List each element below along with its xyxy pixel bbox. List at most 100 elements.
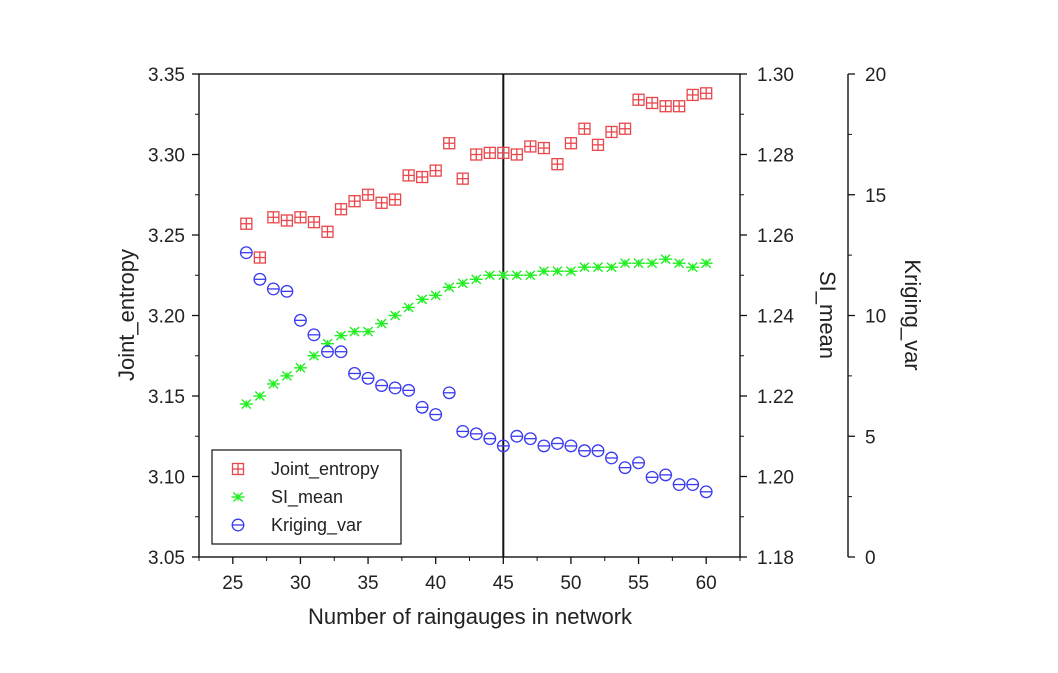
- data-point: [293, 362, 307, 373]
- data-point: [361, 371, 375, 385]
- data-point: [442, 282, 456, 293]
- series-si-mean: [239, 254, 713, 410]
- data-point: [605, 262, 619, 273]
- data-point: [523, 432, 537, 446]
- data-point: [334, 345, 348, 359]
- data-point: [415, 294, 429, 305]
- data-point: [293, 313, 307, 327]
- legend-label-si-mean: SI_mean: [271, 487, 343, 508]
- data-point: [496, 270, 510, 281]
- data-point: [470, 148, 483, 161]
- data-point: [550, 266, 564, 277]
- x-axis-title: Number of raingauges in network: [308, 604, 633, 629]
- data-point: [605, 451, 618, 465]
- data-point: [618, 461, 632, 475]
- data-point: [618, 258, 632, 269]
- data-point: [429, 290, 443, 301]
- data-point: [361, 188, 375, 201]
- x-tick-label: 50: [560, 573, 581, 594]
- data-point: [699, 258, 713, 269]
- x-tick-label: 45: [493, 573, 514, 594]
- data-point: [537, 266, 551, 277]
- x-tick-label: 40: [425, 573, 446, 594]
- data-point: [239, 246, 253, 260]
- left-tick-label: 3.25: [148, 226, 185, 247]
- data-point: [686, 262, 700, 273]
- data-point: [537, 439, 551, 453]
- x-tick-label: 35: [357, 573, 378, 594]
- data-point: [456, 172, 469, 185]
- data-point: [496, 439, 510, 453]
- legend-marker: [231, 491, 245, 503]
- data-point: [442, 386, 456, 400]
- si-mean-y-axis-title: SI_mean: [815, 271, 840, 359]
- data-point: [320, 338, 334, 349]
- data-point: [443, 137, 456, 150]
- legend-marker: [231, 518, 245, 532]
- data-point: [375, 379, 389, 392]
- data-point: [348, 326, 362, 337]
- data-point: [632, 93, 645, 106]
- data-point: [564, 439, 578, 453]
- left-tick-label: 3.30: [148, 146, 185, 167]
- x-tick-label: 55: [628, 573, 649, 594]
- data-point: [659, 100, 672, 113]
- data-point: [537, 141, 551, 155]
- legend-marker: [231, 462, 245, 476]
- data-point: [307, 215, 321, 229]
- left-y-axis: Joint_entropy 3.05 3.10 3.15 3.20 3.25 3.30 3.…: [114, 65, 199, 569]
- data-point: [307, 328, 321, 342]
- left-tick-label: 3.35: [148, 65, 185, 86]
- data-point: [239, 399, 253, 410]
- series-kriging-var: [239, 246, 713, 499]
- kriging-var-tick-label: 0: [865, 548, 876, 569]
- data-point: [524, 140, 537, 153]
- data-point: [510, 270, 524, 281]
- si-mean-tick-label: 1.30: [757, 65, 794, 86]
- data-point: [591, 138, 605, 151]
- data-point: [578, 122, 591, 135]
- data-point: [483, 270, 497, 281]
- data-point: [429, 408, 443, 421]
- data-point: [469, 427, 483, 441]
- data-point: [415, 400, 429, 414]
- kriging-var-y-axis: Kriging_var 0 5 10 15 20: [847, 65, 925, 569]
- data-point: [388, 381, 402, 395]
- si-mean-y-axis: SI_mean 1.18 1.20 1.22 1.24 1.26 1.28 1.30: [740, 65, 840, 569]
- data-point: [402, 302, 416, 313]
- data-point: [551, 158, 564, 171]
- data-point: [618, 122, 632, 135]
- data-point: [672, 478, 686, 492]
- data-point: [253, 251, 267, 264]
- data-point: [578, 444, 591, 458]
- left-tick-label: 3.20: [148, 307, 185, 328]
- si-mean-tick-label: 1.20: [757, 468, 794, 489]
- data-point: [672, 100, 686, 113]
- data-point: [591, 444, 605, 458]
- series-joint-entropy: [240, 87, 713, 264]
- data-point: [591, 262, 605, 273]
- data-point: [321, 345, 334, 359]
- data-point: [429, 164, 442, 177]
- data-point: [659, 254, 673, 265]
- kriging-var-y-axis-title: Kriging_var: [900, 259, 925, 370]
- data-point: [686, 478, 700, 492]
- data-point: [645, 96, 659, 110]
- si-mean-tick-label: 1.22: [757, 387, 794, 408]
- data-point: [267, 211, 280, 224]
- data-point: [253, 390, 267, 402]
- data-point: [510, 429, 524, 443]
- data-point: [240, 217, 253, 230]
- legend-label-kriging-var: Kriging_var: [271, 515, 362, 536]
- data-point: [402, 383, 416, 397]
- data-point: [348, 195, 361, 208]
- x-tick-label: 30: [290, 573, 311, 594]
- data-point: [469, 274, 483, 285]
- si-mean-tick-label: 1.26: [757, 226, 794, 247]
- data-point: [632, 258, 646, 269]
- data-point: [686, 88, 699, 102]
- data-point: [483, 432, 497, 446]
- data-point: [672, 258, 686, 269]
- data-point: [523, 270, 537, 281]
